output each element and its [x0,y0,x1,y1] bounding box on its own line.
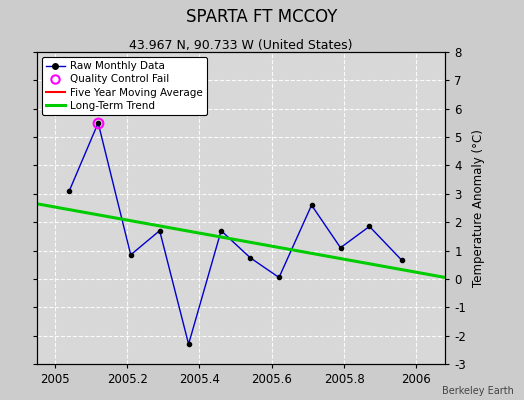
Text: SPARTA FT MCCOY: SPARTA FT MCCOY [187,8,337,26]
Title: 43.967 N, 90.733 W (United States): 43.967 N, 90.733 W (United States) [129,39,353,52]
Y-axis label: Temperature Anomaly (°C): Temperature Anomaly (°C) [472,129,485,287]
Legend: Raw Monthly Data, Quality Control Fail, Five Year Moving Average, Long-Term Tren: Raw Monthly Data, Quality Control Fail, … [42,57,207,115]
Text: Berkeley Earth: Berkeley Earth [442,386,514,396]
